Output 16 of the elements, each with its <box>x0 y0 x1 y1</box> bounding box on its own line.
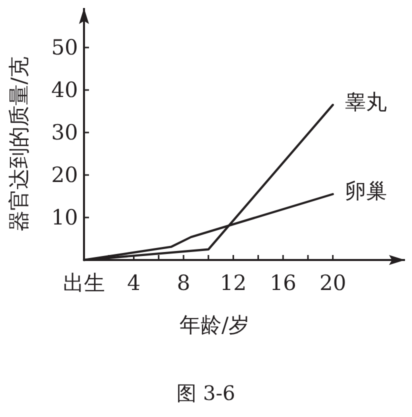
y-tick-label: 20 <box>51 163 78 188</box>
x-tick-label: 8 <box>176 271 190 295</box>
series-label: 睾丸 <box>344 90 387 114</box>
y-tick-label: 10 <box>51 206 78 230</box>
x-tick-label: 出生 <box>63 271 105 295</box>
x-axis-title: 年龄/岁 <box>179 313 250 337</box>
x-tick-label: 12 <box>220 271 247 295</box>
caption: 图 3-6 <box>176 381 236 405</box>
x-tick-label: 20 <box>319 271 346 295</box>
y-tick-label: 40 <box>51 78 78 102</box>
x-tick-label: 16 <box>270 271 296 295</box>
x-tick-label: 4 <box>127 271 140 295</box>
y-tick-label: 50 <box>51 36 78 60</box>
y-tick-label: 30 <box>51 120 78 145</box>
series-label: 卵巢 <box>344 179 387 204</box>
y-axis-title: 器官达到的质量/克 <box>7 56 31 232</box>
